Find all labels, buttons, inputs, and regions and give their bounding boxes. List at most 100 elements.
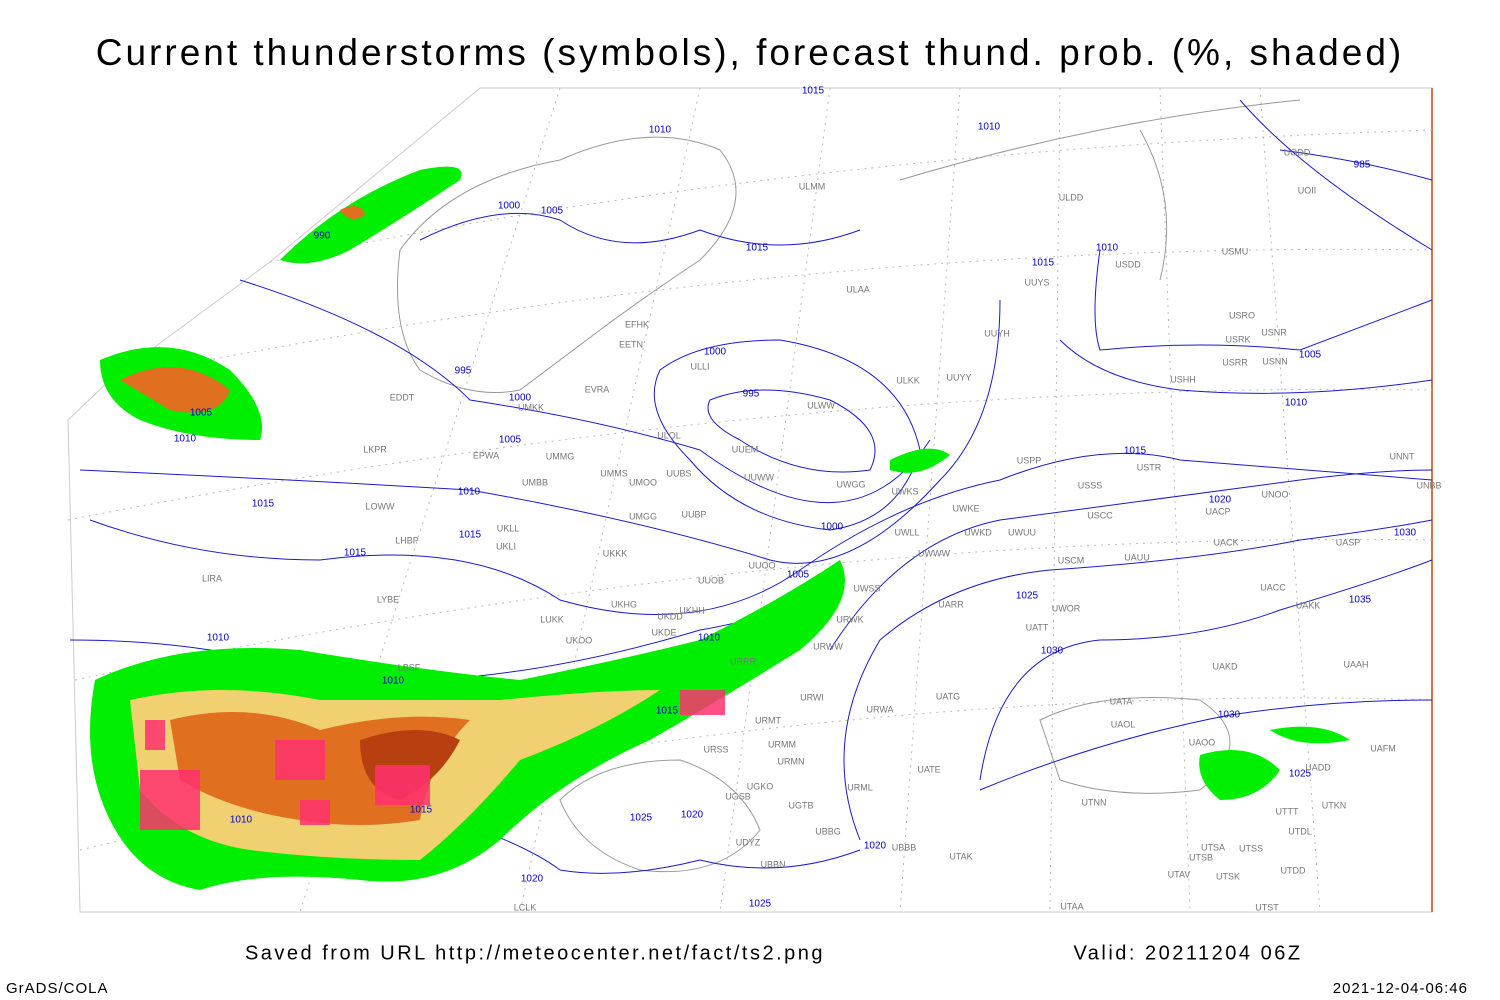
isobar-label: 1020 <box>681 810 704 821</box>
station-code: USPP <box>1017 455 1042 465</box>
station-code: UWWW <box>918 548 950 558</box>
station-code: ULWW <box>807 400 835 410</box>
station-code: LIRA <box>202 573 222 583</box>
station-code: ULDD <box>1059 192 1084 202</box>
coastlines <box>397 99 1301 873</box>
station-code: UWKS <box>892 486 919 496</box>
isobar-label: 1015 <box>1124 446 1147 457</box>
isobar-label: 1010 <box>174 434 197 445</box>
station-code: UUOO <box>749 560 776 570</box>
station-code: URSS <box>703 744 728 754</box>
station-code: UBBG <box>815 826 841 836</box>
station-code: UKDD <box>657 611 683 621</box>
isobar-label: 1010 <box>978 122 1001 133</box>
isobar-label: 1035 <box>1349 595 1372 606</box>
station-code: UKDE <box>651 627 676 637</box>
station-code: UWLL <box>894 527 919 537</box>
map-labels: 1015 1010 1010 985 1000 1005 990 1015 1010 1015 99… <box>174 86 1442 913</box>
station-code: UKOO <box>566 635 593 645</box>
isobar-label: 1020 <box>521 874 544 885</box>
station-code: EETN <box>619 339 643 349</box>
station-code: EPWA <box>473 450 499 460</box>
isobar-label: 1010 <box>1096 243 1119 254</box>
station-code: UASP <box>1336 537 1361 547</box>
station-code: UUYS <box>1024 277 1049 287</box>
station-code: USCC <box>1087 510 1113 520</box>
station-code: UMBB <box>522 477 548 487</box>
station-code: USRR <box>1222 357 1248 367</box>
station-code: UUBP <box>681 509 706 519</box>
station-code: URMT <box>755 715 781 725</box>
isobars <box>69 99 1433 874</box>
station-code: UATG <box>936 691 960 701</box>
station-code: URWK <box>836 614 863 624</box>
station-code: ULAA <box>846 284 870 294</box>
station-code: UAOL <box>1111 719 1136 729</box>
station-code: ULLI <box>690 361 709 371</box>
isobar-label: 1010 <box>207 633 230 644</box>
station-code: LOWW <box>366 501 396 511</box>
isobar-label: 1005 <box>190 408 213 419</box>
station-code: LYBE <box>377 594 399 604</box>
isobar-label: 1000 <box>704 347 727 358</box>
station-code: UODD <box>1284 147 1311 157</box>
isobar-label: 1015 <box>410 805 433 816</box>
station-code: USMU <box>1222 246 1249 256</box>
station-code: LHBP <box>395 535 419 545</box>
station-code: ULKK <box>896 375 920 385</box>
station-code: UTSA <box>1201 842 1225 852</box>
station-code: ULOL <box>657 430 681 440</box>
isobar-label: 1010 <box>1285 398 1308 409</box>
isobar-label: 1030 <box>1218 710 1241 721</box>
station-code: UKKK <box>603 548 628 558</box>
station-code: UMOO <box>629 477 657 487</box>
isobar-label: 1015 <box>656 706 679 717</box>
station-code: EVRA <box>585 384 610 394</box>
station-code: LKPR <box>363 444 387 454</box>
station-code: EDDT <box>390 392 415 402</box>
isobar-label: 1025 <box>630 813 653 824</box>
station-code: UWOR <box>1052 603 1081 613</box>
station-code: ULMM <box>799 181 826 191</box>
station-code: UTAK <box>949 851 972 861</box>
isobar-label: 1010 <box>230 815 253 826</box>
station-code: USRO <box>1229 310 1255 320</box>
station-code: USCM <box>1058 555 1085 565</box>
isobar-label: 1015 <box>746 243 769 254</box>
isobar-label: 995 <box>743 389 760 400</box>
isobar-label: 1010 <box>698 633 721 644</box>
station-code: UKHG <box>611 599 637 609</box>
isobar-label: 1015 <box>459 530 482 541</box>
station-code: USSS <box>1078 480 1103 490</box>
station-code: UAOO <box>1189 737 1216 747</box>
station-code: UWKD <box>964 527 992 537</box>
station-code: UATE <box>917 764 940 774</box>
station-code: UMMG <box>546 451 575 461</box>
station-code: UOII <box>1298 185 1317 195</box>
isobar-label: 1005 <box>1299 350 1322 361</box>
isobar-label: 1025 <box>749 899 772 910</box>
station-code: UTAV <box>1168 869 1191 879</box>
station-code: UWUU <box>1008 527 1036 537</box>
station-code: LUKK <box>540 614 564 624</box>
station-code: UWSS <box>854 583 881 593</box>
station-code: UACK <box>1213 537 1238 547</box>
station-code: UGKO <box>747 781 774 791</box>
isobar-label: 1020 <box>1209 495 1232 506</box>
map-frame <box>67 87 1433 913</box>
station-code: UTSS <box>1239 843 1263 853</box>
station-code: USTR <box>1137 462 1162 472</box>
station-code: UKLI <box>496 541 516 551</box>
station-code: UWGG <box>837 479 866 489</box>
station-code: UGTB <box>788 800 813 810</box>
isobar-label: 1015 <box>802 86 825 97</box>
station-code: UNOO <box>1262 489 1289 499</box>
isobar-label: 1030 <box>1394 528 1417 539</box>
isobar-label: 1005 <box>499 435 522 446</box>
isobar-label: 1010 <box>649 125 672 136</box>
station-code: UNBB <box>1416 480 1441 490</box>
isobar-label: 1015 <box>252 499 275 510</box>
station-code: USNN <box>1262 356 1288 366</box>
